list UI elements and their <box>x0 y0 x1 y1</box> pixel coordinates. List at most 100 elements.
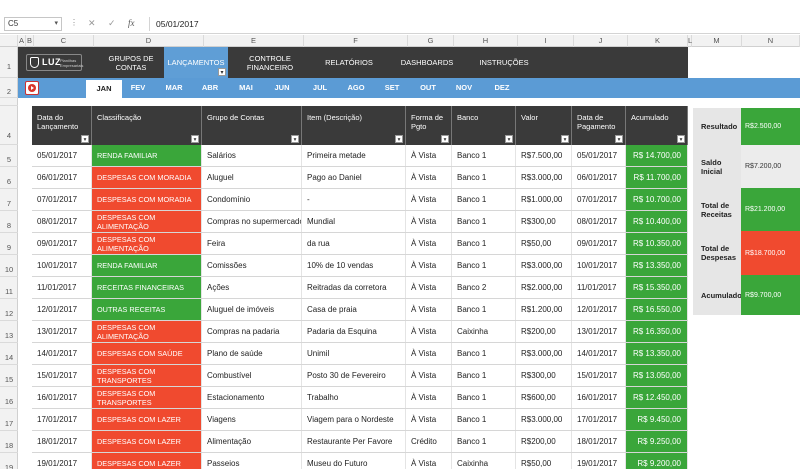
cell-value[interactable]: R$3.000,00 <box>516 255 572 276</box>
cell-paydate[interactable]: 08/01/2017 <box>572 211 626 232</box>
cell-bank[interactable]: Banco 1 <box>452 365 516 386</box>
cell-acc[interactable]: R$ 10.400,00 <box>626 211 688 232</box>
cell-paydate[interactable]: 16/01/2017 <box>572 387 626 408</box>
cell-date[interactable]: 08/01/2017 <box>32 211 92 232</box>
cell-cls[interactable]: DESPESAS COM ALIMENTAÇÃO <box>92 211 202 232</box>
cell-bank[interactable]: Banco 1 <box>452 145 516 166</box>
cell-pay[interactable]: À Vista <box>406 277 452 298</box>
cell-paydate[interactable]: 10/01/2017 <box>572 255 626 276</box>
cell-bank[interactable]: Banco 1 <box>452 167 516 188</box>
cell-cls[interactable]: RENDA FAMILIAR <box>92 255 202 276</box>
cell-date[interactable]: 15/01/2017 <box>32 365 92 386</box>
column-header-i[interactable]: I <box>518 35 574 47</box>
cell-date[interactable]: 17/01/2017 <box>32 409 92 430</box>
cell-value[interactable]: R$1.200,00 <box>516 299 572 320</box>
row-header-7[interactable]: 7 <box>0 189 18 211</box>
cell-group[interactable]: Combustível <box>202 365 302 386</box>
row-header-10[interactable]: 10 <box>0 255 18 277</box>
column-header-c[interactable]: C <box>34 35 94 47</box>
cell-paydate[interactable]: 17/01/2017 <box>572 409 626 430</box>
row-header-18[interactable]: 18 <box>0 431 18 453</box>
corner-cell[interactable] <box>0 35 18 47</box>
cell-pay[interactable]: À Vista <box>406 409 452 430</box>
cell-cls[interactable]: DESPESAS COM LAZER <box>92 409 202 430</box>
cell-acc[interactable]: R$ 9.450,00 <box>626 409 688 430</box>
cell-bank[interactable]: Banco 1 <box>452 189 516 210</box>
cell-date[interactable]: 13/01/2017 <box>32 321 92 342</box>
column-header-n[interactable]: N <box>742 35 800 47</box>
tab-month-jan[interactable]: JAN <box>86 80 122 98</box>
cell-pay[interactable]: À Vista <box>406 321 452 342</box>
cell-paydate[interactable]: 06/01/2017 <box>572 167 626 188</box>
cell-cls[interactable]: DESPESAS COM MORADIA <box>92 189 202 210</box>
cell-bank[interactable]: Banco 1 <box>452 409 516 430</box>
column-header-f[interactable]: F <box>304 35 408 47</box>
cell-value[interactable]: R$3.000,00 <box>516 167 572 188</box>
summary-value[interactable]: R$18.700,00 <box>741 231 800 275</box>
cell-group[interactable]: Viagens <box>202 409 302 430</box>
cell-value[interactable]: R$50,00 <box>516 233 572 254</box>
cell-value[interactable]: R$3.000,00 <box>516 409 572 430</box>
row-header-16[interactable]: 16 <box>0 387 18 409</box>
cell-pay[interactable]: À Vista <box>406 167 452 188</box>
cell-paydate[interactable]: 15/01/2017 <box>572 365 626 386</box>
cell-cls[interactable]: DESPESAS COM TRANSPORTES <box>92 365 202 386</box>
column-header-e[interactable]: E <box>204 35 304 47</box>
tab-month-abr[interactable]: ABR <box>201 83 219 92</box>
cell-bank[interactable]: Banco 1 <box>452 431 516 452</box>
cell-bank[interactable]: Banco 1 <box>452 343 516 364</box>
cell-date[interactable]: 05/01/2017 <box>32 145 92 166</box>
cell-group[interactable]: Aluguel <box>202 167 302 188</box>
cell-group[interactable]: Estacionamento <box>202 387 302 408</box>
row-header-5[interactable]: 5 <box>0 145 18 167</box>
row-header-14[interactable]: 14 <box>0 343 18 365</box>
cell-acc[interactable]: R$ 9.250,00 <box>626 431 688 452</box>
confirm-icon[interactable]: ✓ <box>108 18 116 28</box>
cell-date[interactable]: 06/01/2017 <box>32 167 92 188</box>
cell-value[interactable]: R$3.000,00 <box>516 343 572 364</box>
tab-month-mai[interactable]: MAI <box>239 83 253 92</box>
cell-acc[interactable]: R$ 16.550,00 <box>626 299 688 320</box>
cell-acc[interactable]: R$ 14.700,00 <box>626 145 688 166</box>
formula-input[interactable]: 05/01/2017 <box>149 17 797 31</box>
cell-pay[interactable]: Crédito <box>406 431 452 452</box>
tab-month-nov[interactable]: NOV <box>455 83 473 92</box>
cell-item[interactable]: Primeira metade <box>302 145 406 166</box>
cell-acc[interactable]: R$ 12.450,00 <box>626 387 688 408</box>
cell-item[interactable]: - <box>302 189 406 210</box>
cell-cls[interactable]: OUTRAS RECEITAS <box>92 299 202 320</box>
cell-pay[interactable]: À Vista <box>406 211 452 232</box>
cell-bank[interactable]: Banco 1 <box>452 211 516 232</box>
cell-bank[interactable]: Banco 1 <box>452 233 516 254</box>
cell-pay[interactable]: À Vista <box>406 387 452 408</box>
cell-group[interactable]: Condomínio <box>202 189 302 210</box>
cell-date[interactable]: 10/01/2017 <box>32 255 92 276</box>
cell-acc[interactable]: R$ 13.350,00 <box>626 255 688 276</box>
cell-group[interactable]: Passeios <box>202 453 302 469</box>
summary-value[interactable]: R$9.700,00 <box>741 275 800 315</box>
column-header-b[interactable]: B <box>26 35 34 47</box>
row-header-9[interactable]: 9 <box>0 233 18 255</box>
cell-date[interactable]: 14/01/2017 <box>32 343 92 364</box>
cell-acc[interactable]: R$ 9.200,00 <box>626 453 688 469</box>
cell-value[interactable]: R$50,00 <box>516 453 572 469</box>
cell-cls[interactable]: DESPESAS COM TRANSPORTES <box>92 387 202 408</box>
cell-paydate[interactable]: 05/01/2017 <box>572 145 626 166</box>
cell-pay[interactable]: À Vista <box>406 343 452 364</box>
cell-acc[interactable]: R$ 16.350,00 <box>626 321 688 342</box>
chevron-down-icon[interactable]: ▾ <box>54 20 58 27</box>
nav-item-1[interactable]: GRUPOS DE CONTAS <box>96 47 166 78</box>
cell-bank[interactable]: Banco 1 <box>452 299 516 320</box>
filter-icon[interactable]: ▾ <box>81 135 89 143</box>
filter-icon[interactable]: ▾ <box>615 135 623 143</box>
cell-date[interactable]: 18/01/2017 <box>32 431 92 452</box>
cell-item[interactable]: da rua <box>302 233 406 254</box>
cell-paydate[interactable]: 18/01/2017 <box>572 431 626 452</box>
cell-cls[interactable]: RENDA FAMILIAR <box>92 145 202 166</box>
cell-group[interactable]: Alimentação <box>202 431 302 452</box>
cell-value[interactable]: R$2.000,00 <box>516 277 572 298</box>
cell-group[interactable]: Aluguel de imóveis <box>202 299 302 320</box>
cell-item[interactable]: Mundial <box>302 211 406 232</box>
cell-bank[interactable]: Caixinha <box>452 321 516 342</box>
cell-date[interactable]: 07/01/2017 <box>32 189 92 210</box>
